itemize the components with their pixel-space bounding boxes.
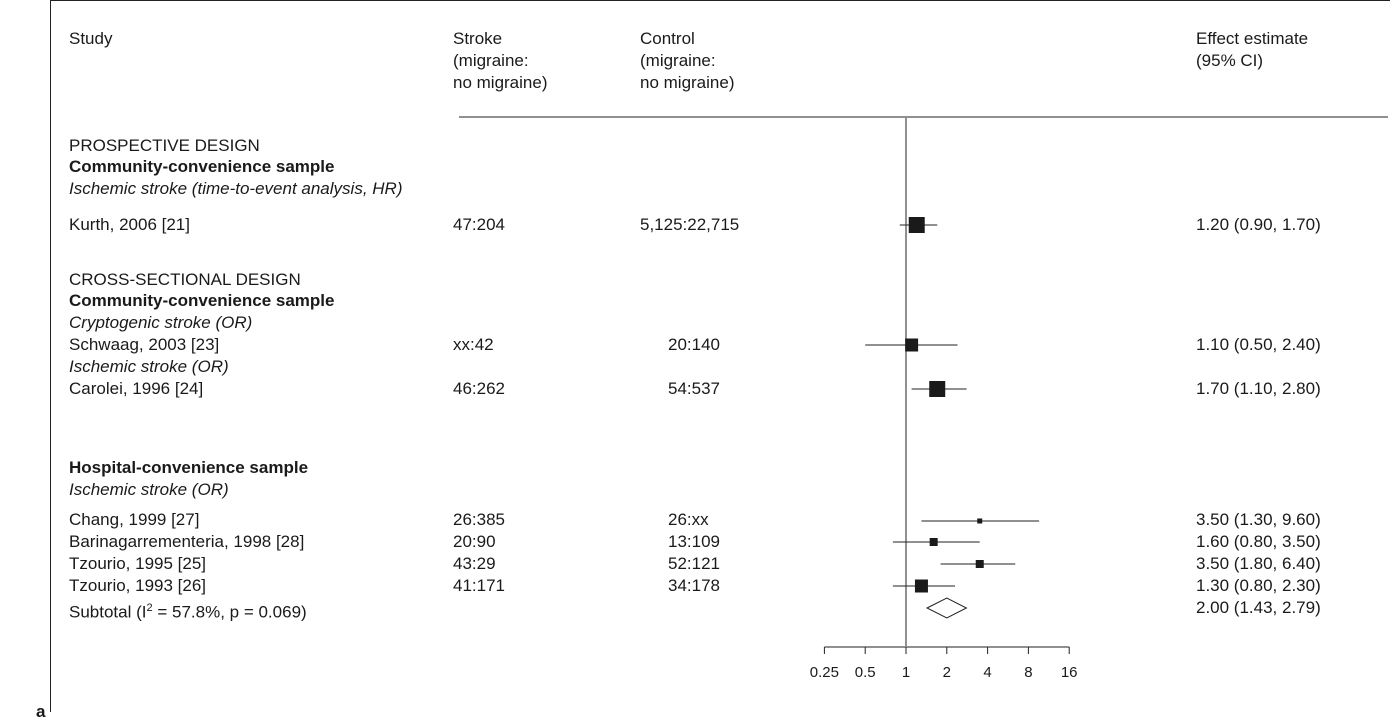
header-effect-line2: (95% CI) <box>1196 51 1264 70</box>
study-name: Tzourio, 1993 [26] <box>69 576 207 595</box>
section-cross-sectional: CROSS-SECTIONAL DESIGN <box>69 270 301 289</box>
header-control-line3: no migraine) <box>640 73 735 92</box>
study-control: 54:537 <box>668 379 720 398</box>
subtotal-label: Subtotal (I2 = 57.8%, p = 0.069) <box>69 598 307 623</box>
study-estimate: 1.20 (0.90, 1.70) <box>1196 215 1321 234</box>
point-estimate <box>977 518 983 524</box>
subtotal-label-sup: 2 <box>146 602 153 614</box>
study-name: Barinagarrementeria, 1998 [28] <box>69 532 305 551</box>
study-estimate: 1.30 (0.80, 2.30) <box>1196 576 1321 595</box>
x-tick-label: 2 <box>943 664 951 681</box>
study-stroke: 41:171 <box>453 576 505 595</box>
study-control: 5,125:22,715 <box>640 215 740 234</box>
outcome-ischemic-hr: Ischemic stroke (time-to-event analysis,… <box>69 179 403 198</box>
point-estimate <box>908 217 925 233</box>
study-name: Schwaag, 2003 [23] <box>69 335 220 354</box>
subsection-community-2: Community-convenience sample <box>69 291 335 310</box>
study-stroke: 46:262 <box>453 379 505 398</box>
point-estimate <box>929 538 938 546</box>
header-control-line1: Control <box>640 29 695 48</box>
figure-frame <box>50 0 1390 712</box>
header-stroke-line2: (migraine: <box>453 51 529 70</box>
subtotal-estimate: 2.00 (1.43, 2.79) <box>1196 598 1321 617</box>
header-study: Study <box>69 29 113 48</box>
subtotal-label-post: = 57.8%, p = 0.069) <box>152 602 307 622</box>
study-stroke: xx:42 <box>453 335 494 354</box>
study-stroke: 43:29 <box>453 554 496 573</box>
header-control-line2: (migraine: <box>640 51 716 70</box>
header-stroke-line1: Stroke <box>453 29 503 48</box>
study-name: Carolei, 1996 [24] <box>69 379 204 398</box>
study-control: 26:xx <box>668 510 709 529</box>
subtotal-label-pre: Subtotal (I <box>69 602 147 622</box>
study-control: 52:121 <box>668 554 720 573</box>
section-prospective: PROSPECTIVE DESIGN <box>69 136 260 155</box>
x-tick-label: 0.25 <box>810 664 839 681</box>
subsection-hospital: Hospital-convenience sample <box>69 458 309 477</box>
x-tick-label: 4 <box>983 664 991 681</box>
point-estimate <box>905 338 919 352</box>
x-tick-label: 1 <box>902 664 910 681</box>
header-effect-line1: Effect estimate <box>1196 29 1309 48</box>
study-estimate: 1.70 (1.10, 2.80) <box>1196 379 1321 398</box>
study-name: Tzourio, 1995 [25] <box>69 554 207 573</box>
outcome-cryptogenic-or: Cryptogenic stroke (OR) <box>69 313 253 332</box>
study-control: 13:109 <box>668 532 720 551</box>
x-tick-label: 0.5 <box>855 664 876 681</box>
study-estimate: 3.50 (1.30, 9.60) <box>1196 510 1321 529</box>
pooled-diamond <box>925 597 968 619</box>
study-estimate: 3.50 (1.80, 6.40) <box>1196 554 1321 573</box>
point-estimate <box>975 560 984 568</box>
study-control: 20:140 <box>668 335 720 354</box>
study-estimate: 1.60 (0.80, 3.50) <box>1196 532 1321 551</box>
study-name: Kurth, 2006 [21] <box>69 215 190 234</box>
subsection-community-1: Community-convenience sample <box>69 157 335 176</box>
x-tick-label: 16 <box>1061 664 1078 681</box>
study-stroke: 26:385 <box>453 510 505 529</box>
point-estimate <box>914 579 928 593</box>
study-estimate: 1.10 (0.50, 2.40) <box>1196 335 1321 354</box>
study-stroke: 20:90 <box>453 532 496 551</box>
study-control: 34:178 <box>668 576 720 595</box>
outcome-ischemic-or-1: Ischemic stroke (OR) <box>69 357 229 376</box>
header-stroke-line3: no migraine) <box>453 73 548 92</box>
study-stroke: 47:204 <box>453 215 505 234</box>
outcome-ischemic-or-2: Ischemic stroke (OR) <box>69 480 229 499</box>
study-name: Chang, 1999 [27] <box>69 510 200 529</box>
x-tick-label: 8 <box>1024 664 1032 681</box>
point-estimate <box>929 381 946 397</box>
panel-label: a <box>36 702 46 721</box>
